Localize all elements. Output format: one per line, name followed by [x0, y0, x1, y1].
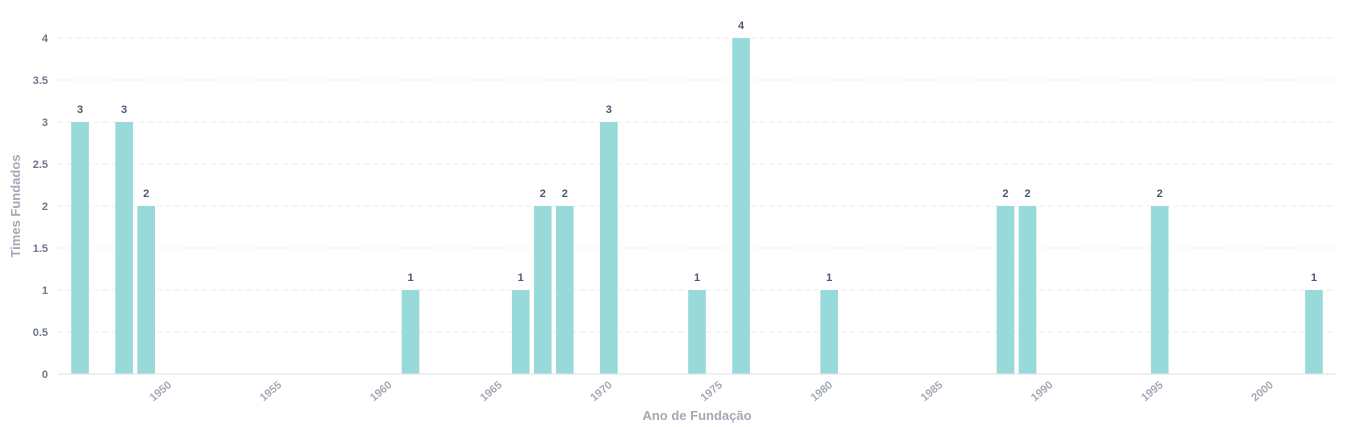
x-tick-label: 1985 [919, 379, 945, 404]
bar [688, 290, 706, 374]
bar [600, 122, 618, 374]
bar-value-label: 1 [407, 272, 413, 284]
bar [732, 38, 750, 374]
y-tick-label: 2.5 [33, 159, 48, 171]
bar [511, 290, 530, 374]
y-tick-label: 3.5 [33, 75, 48, 87]
gridlines [58, 37, 1336, 333]
x-tick-label: 1960 [368, 379, 394, 404]
y-tick-label: 4 [42, 33, 49, 45]
x-tick-label: 1970 [588, 379, 614, 404]
bar [401, 290, 420, 374]
bar-value-label: 2 [1024, 188, 1030, 200]
bar-value-label: 2 [1157, 188, 1163, 200]
bar-value-label: 2 [562, 188, 568, 200]
bar-value-label: 1 [826, 272, 832, 284]
bar-value-label: 2 [540, 188, 546, 200]
y-tick-label: 1.5 [33, 243, 48, 255]
bar [820, 290, 839, 374]
y-tick-label: 0.5 [33, 327, 48, 339]
bar [996, 206, 1015, 374]
y-tick-label: 2 [42, 201, 48, 213]
bar [533, 206, 552, 374]
y-axis-title: Times Fundados [8, 154, 23, 257]
y-axis-ticks: 0 0.5 1 1.5 2 2.5 3 3.5 4 [33, 33, 49, 381]
bar-value-label: 1 [694, 272, 700, 284]
bar-value-label: 3 [121, 104, 127, 116]
x-tick-label: 1955 [258, 379, 284, 404]
x-tick-label: 1975 [698, 379, 724, 404]
bar-value-label: 2 [143, 188, 149, 200]
x-axis-title: Ano de Fundação [642, 408, 751, 423]
x-tick-label: 1950 [148, 379, 174, 404]
bar-value-label: 3 [77, 104, 83, 116]
x-tick-label: 1995 [1139, 379, 1165, 404]
x-tick-label: 1980 [809, 379, 835, 404]
y-tick-label: 1 [42, 285, 48, 297]
bar [1018, 206, 1037, 374]
bar-data-labels: 3 3 2 1 1 2 2 3 1 4 1 2 2 2 1 [77, 20, 1317, 284]
bar-value-label: 2 [1002, 188, 1008, 200]
x-tick-label: 2000 [1249, 379, 1275, 404]
x-tick-label: 1990 [1029, 379, 1055, 404]
bar [137, 206, 155, 374]
bar-value-label: 3 [606, 104, 612, 116]
bar [1150, 206, 1169, 374]
bar-value-label: 1 [518, 272, 524, 284]
x-axis-ticks: 1950 1955 1960 1965 1970 1975 1980 1985 1990 1995… [148, 379, 1276, 404]
bar [71, 122, 89, 374]
bar-value-label: 4 [738, 20, 745, 32]
bar [1305, 290, 1323, 374]
bar [555, 206, 574, 374]
x-tick-label: 1965 [478, 379, 504, 404]
bar [115, 122, 133, 374]
bar-value-label: 1 [1311, 272, 1317, 284]
bars [71, 38, 1323, 374]
y-tick-label: 3 [42, 117, 48, 129]
y-tick-label: 0 [42, 369, 48, 381]
